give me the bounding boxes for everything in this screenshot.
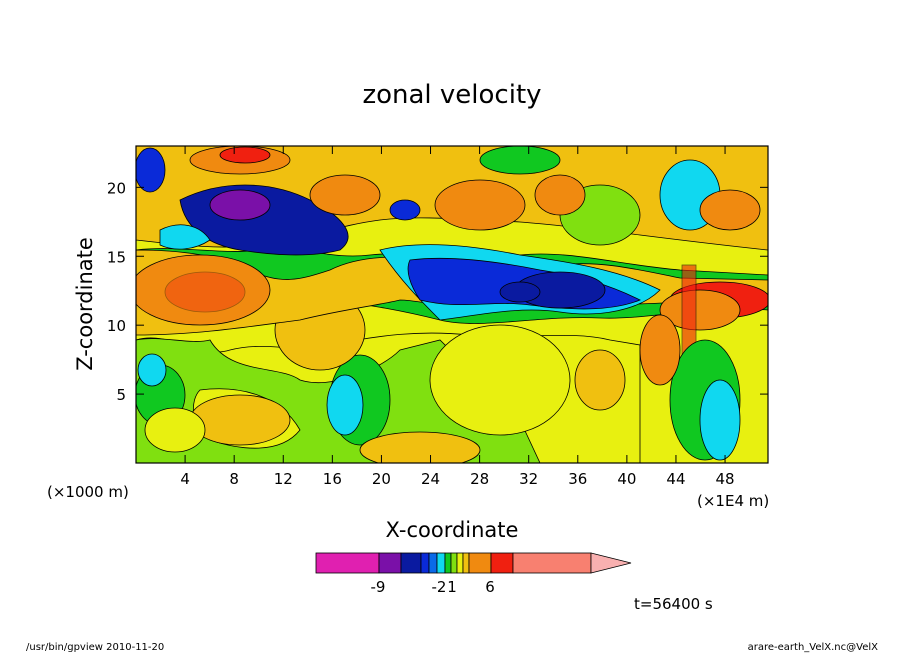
contour-region bbox=[219, 146, 271, 164]
contour-region bbox=[659, 289, 741, 331]
y-axis-ticks: 5 10 15 20 bbox=[107, 179, 768, 404]
y-axis-label: Z-coordinate bbox=[73, 237, 97, 371]
contour-region bbox=[159, 224, 211, 250]
plot-frame bbox=[135, 145, 769, 464]
colorbar-segment bbox=[456, 552, 464, 574]
contour-region bbox=[164, 271, 246, 313]
x-tick-label: 4 bbox=[180, 470, 190, 488]
x-unit-left: (×1000 m) bbox=[47, 483, 129, 501]
time-label: t=56400 s bbox=[634, 595, 713, 613]
contour-region bbox=[699, 379, 741, 461]
x-tick-label: 28 bbox=[470, 470, 489, 488]
footer-right: arare-earth_VelX.nc@VelX bbox=[748, 642, 879, 653]
colorbar-extend-arrow bbox=[590, 552, 632, 574]
y-tick-label: 20 bbox=[107, 179, 126, 197]
contour-region bbox=[534, 174, 586, 216]
x-tick-label: 36 bbox=[568, 470, 587, 488]
x-tick-label: 24 bbox=[421, 470, 440, 488]
contour-region bbox=[699, 189, 761, 231]
contour-region bbox=[479, 146, 561, 175]
colorbar-tick-label: -9 bbox=[371, 578, 386, 596]
colorbar-tick-label: -2 bbox=[432, 578, 447, 596]
contour-region bbox=[359, 431, 481, 463]
footer-left: /usr/bin/gpview 2010-11-20 bbox=[26, 642, 164, 653]
colorbar-tick-labels: -9 -2 1 6 bbox=[371, 578, 495, 596]
contour-region bbox=[429, 324, 571, 436]
contour-region bbox=[389, 199, 421, 221]
colorbar-tick-label: 6 bbox=[485, 578, 495, 596]
y-tick-label: 10 bbox=[107, 317, 126, 335]
y-tick-label: 5 bbox=[116, 386, 126, 404]
x-unit-right: (×1E4 m) bbox=[697, 492, 769, 510]
colorbar bbox=[315, 552, 632, 574]
x-tick-label: 40 bbox=[617, 470, 636, 488]
colorbar-segment bbox=[512, 552, 592, 574]
x-axis-ticks: 4 8 12 16 20 24 28 32 36 40 44 48 bbox=[180, 146, 735, 488]
colorbar-segment bbox=[490, 552, 514, 574]
contour-region bbox=[326, 374, 364, 436]
colorbar-segment bbox=[462, 552, 470, 574]
colorbar-tick-label: 1 bbox=[447, 578, 457, 596]
x-tick-label: 32 bbox=[519, 470, 538, 488]
y-tick-label: 15 bbox=[107, 248, 126, 266]
contour-region bbox=[144, 407, 206, 453]
colorbar-segment bbox=[436, 552, 446, 574]
contour-region bbox=[434, 179, 526, 231]
chart-title: zonal velocity bbox=[362, 80, 541, 110]
x-tick-label: 16 bbox=[323, 470, 342, 488]
x-tick-label: 8 bbox=[229, 470, 239, 488]
x-tick-label: 48 bbox=[716, 470, 735, 488]
colorbar-segment bbox=[468, 552, 492, 574]
x-axis-label: X-coordinate bbox=[386, 518, 519, 542]
contour-region bbox=[136, 147, 166, 193]
contour-region bbox=[574, 349, 626, 411]
contour-region bbox=[137, 353, 167, 387]
colorbar-segment bbox=[444, 552, 452, 574]
x-tick-label: 12 bbox=[274, 470, 293, 488]
colorbar-segment bbox=[400, 552, 422, 574]
contour-field bbox=[136, 146, 768, 463]
colorbar-segment bbox=[450, 552, 458, 574]
contour-region bbox=[136, 254, 271, 326]
x-tick-label: 44 bbox=[666, 470, 685, 488]
colorbar-segment bbox=[315, 552, 380, 574]
contour-region bbox=[189, 394, 291, 446]
contour-region bbox=[309, 174, 381, 216]
colorbar-segment bbox=[378, 552, 402, 574]
contour-region bbox=[499, 281, 541, 303]
contour-region bbox=[639, 314, 681, 386]
contour-region bbox=[209, 189, 271, 221]
x-tick-label: 20 bbox=[372, 470, 391, 488]
colorbar-segment bbox=[428, 552, 438, 574]
colorbar-segment bbox=[420, 552, 430, 574]
